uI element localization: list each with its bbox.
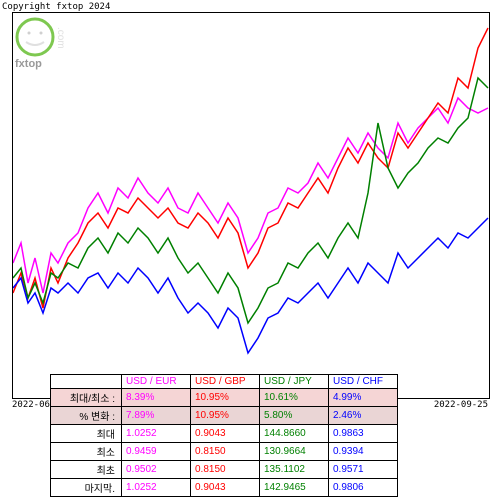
copyright-text: Copyright fxtop 2024 [2,2,110,12]
table-cell: 5.80% [260,407,329,425]
table-cell: 2.46% [329,407,398,425]
row-label: 최대/최소 : [51,389,122,407]
table-cell: 10.95% [191,407,260,425]
chart-area [12,12,490,399]
table-cell: 7.89% [122,407,191,425]
table-cell: 0.9394 [329,443,398,461]
line-chart [13,13,489,398]
table-cell: 8.39% [122,389,191,407]
table-cell: 0.9863 [329,425,398,443]
table-cell: 0.8150 [191,461,260,479]
column-header: USD / GBP [191,375,260,389]
table-cell: 0.9043 [191,479,260,497]
series-line [13,218,488,353]
table-cell: 1.0252 [122,479,191,497]
table-cell: 0.9806 [329,479,398,497]
series-line [13,28,488,308]
table-cell: 144.8660 [260,425,329,443]
table-cell: 1.0252 [122,425,191,443]
column-header: USD / CHF [329,375,398,389]
table-cell: 142.9465 [260,479,329,497]
currency-data-table: USD / EURUSD / GBPUSD / JPYUSD / CHF 최대/최… [50,374,398,497]
table-cell: 10.95% [191,389,260,407]
row-label: 마지막. [51,479,122,497]
table-cell: 0.9459 [122,443,191,461]
table-corner [51,375,122,389]
row-label: 최소 [51,443,122,461]
row-label: 최대 [51,425,122,443]
table-cell: 130.9664 [260,443,329,461]
date-end-label: 2022-09-25 [434,400,488,410]
row-label: 최초 [51,461,122,479]
table-cell: 0.9502 [122,461,191,479]
table-cell: 4.99% [329,389,398,407]
table-cell: 10.61% [260,389,329,407]
series-line [13,78,488,323]
table-cell: 0.8150 [191,443,260,461]
row-label: % 변화 : [51,407,122,425]
table-cell: 0.9043 [191,425,260,443]
table-cell: 135.1102 [260,461,329,479]
table-cell: 0.9571 [329,461,398,479]
column-header: USD / EUR [122,375,191,389]
column-header: USD / JPY [260,375,329,389]
